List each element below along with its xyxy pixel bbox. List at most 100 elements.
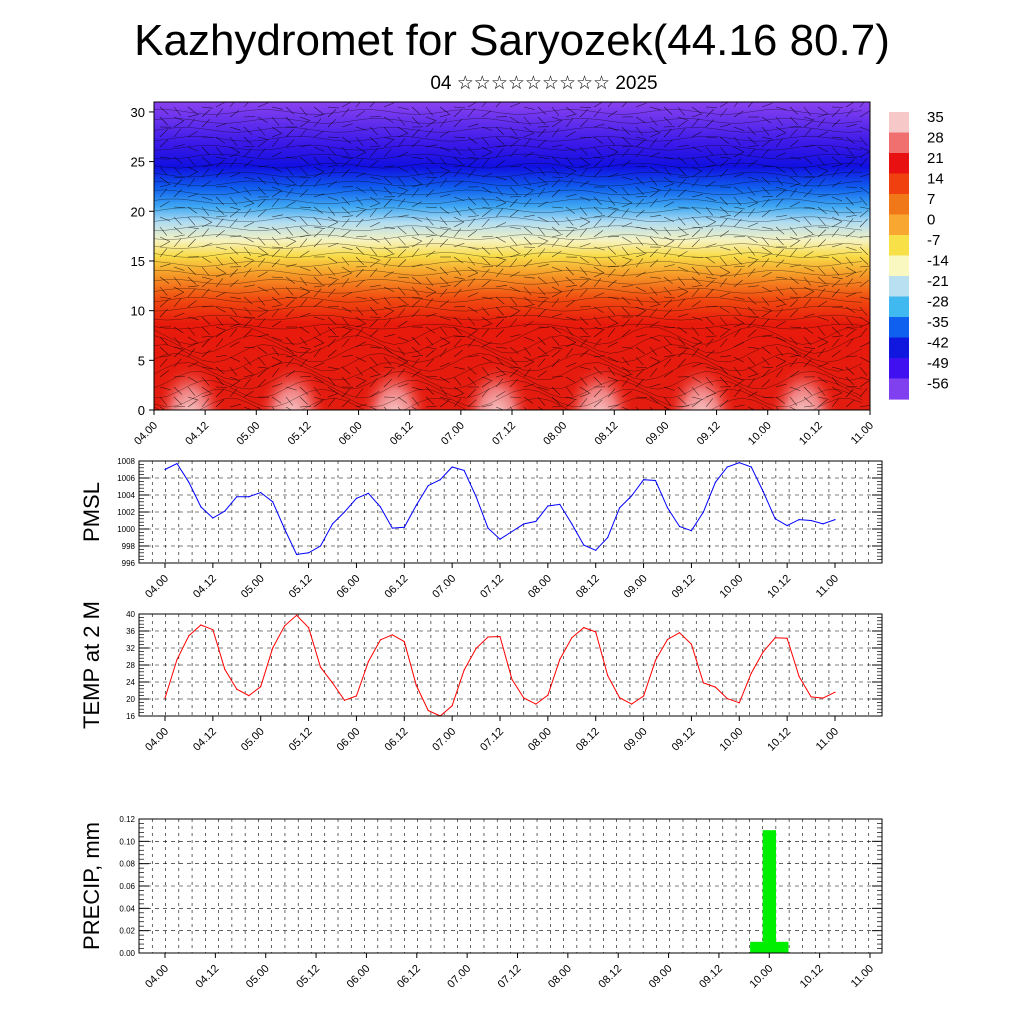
wind-barb bbox=[817, 336, 828, 343]
wind-barb bbox=[691, 284, 703, 288]
wind-barb bbox=[299, 286, 310, 293]
wind-barb bbox=[355, 206, 367, 210]
colorbar-swatch bbox=[889, 317, 909, 339]
wind-barb bbox=[593, 376, 602, 386]
temp-point bbox=[367, 661, 369, 663]
wind-barb bbox=[285, 358, 294, 368]
temp-point bbox=[702, 682, 705, 684]
wind-barb bbox=[215, 206, 225, 215]
wind-barb bbox=[831, 180, 842, 188]
wind-barb bbox=[397, 198, 406, 208]
wind-barb bbox=[369, 319, 378, 328]
wind-barb bbox=[859, 246, 868, 255]
wind-barb bbox=[509, 286, 521, 293]
wind-barb bbox=[313, 106, 323, 114]
wind-barb bbox=[719, 326, 731, 331]
wind-barb bbox=[467, 156, 479, 159]
wind-barb bbox=[173, 176, 186, 179]
wind-barb bbox=[733, 322, 745, 328]
wind-barb bbox=[621, 318, 630, 328]
contour-line bbox=[154, 397, 863, 410]
temp-point bbox=[463, 669, 465, 671]
wind-barb bbox=[845, 326, 857, 330]
wind-barb bbox=[551, 291, 562, 298]
wind-barb bbox=[789, 176, 800, 184]
wind-barb bbox=[621, 268, 630, 278]
x-tick-label: 05.00 bbox=[244, 963, 272, 991]
wind-barb bbox=[299, 120, 310, 128]
wind-barb bbox=[523, 198, 532, 208]
wind-barb bbox=[775, 198, 784, 208]
wind-barb bbox=[201, 326, 210, 335]
wind-barb bbox=[579, 326, 589, 335]
wind-barb bbox=[425, 405, 438, 408]
wind-barb bbox=[439, 171, 450, 178]
wind-barb bbox=[733, 316, 744, 324]
wind-barb bbox=[733, 218, 742, 228]
pmsl-point bbox=[188, 481, 190, 483]
wind-barb bbox=[747, 196, 758, 203]
wind-barb bbox=[313, 285, 325, 288]
pmsl-point bbox=[487, 527, 489, 529]
temp-point bbox=[487, 636, 489, 638]
wind-barb bbox=[229, 186, 240, 193]
wind-barb bbox=[327, 206, 336, 216]
wind-barb bbox=[691, 194, 703, 198]
wind-barb bbox=[761, 136, 773, 140]
wind-barb bbox=[285, 216, 297, 222]
wind-barb bbox=[327, 326, 337, 335]
colorbar-swatch bbox=[889, 296, 909, 318]
wind-barb bbox=[439, 300, 450, 308]
wind-barb bbox=[159, 236, 171, 242]
wind-barb bbox=[187, 229, 197, 238]
temp-point bbox=[319, 666, 322, 668]
wind-barb bbox=[327, 279, 337, 288]
wind-barb bbox=[677, 346, 689, 350]
wind-barb bbox=[775, 356, 787, 362]
wind-barb bbox=[537, 296, 549, 299]
wind-barb bbox=[201, 386, 212, 394]
y-tick-label: 15 bbox=[131, 254, 145, 269]
wind-barb bbox=[537, 264, 549, 268]
wind-barb bbox=[579, 243, 591, 248]
wind-barb bbox=[677, 298, 686, 308]
wind-barb bbox=[159, 139, 169, 148]
wind-barb bbox=[299, 176, 312, 179]
wind-barb bbox=[859, 296, 870, 300]
wind-barb bbox=[761, 306, 773, 311]
wind-barb bbox=[789, 264, 801, 268]
wind-barb bbox=[621, 236, 632, 243]
wind-barb bbox=[411, 370, 422, 378]
wind-barb bbox=[537, 216, 549, 222]
wind-barb bbox=[579, 306, 592, 308]
wind-barb bbox=[607, 316, 618, 324]
pmsl-point bbox=[810, 519, 812, 522]
x-tick-label: 08.00 bbox=[546, 963, 574, 991]
colorbar-swatch bbox=[889, 132, 909, 154]
wind-barb bbox=[761, 366, 774, 368]
wind-barb bbox=[523, 190, 534, 198]
wind-barb bbox=[705, 256, 716, 264]
wind-barb bbox=[453, 156, 463, 165]
wind-barb bbox=[663, 326, 676, 328]
wind-barb bbox=[593, 266, 604, 273]
wind-barb bbox=[817, 216, 826, 226]
wind-barb bbox=[803, 189, 813, 198]
wind-barb bbox=[719, 146, 728, 156]
wind-barb bbox=[789, 188, 798, 198]
wind-barb bbox=[817, 288, 826, 298]
wind-barb bbox=[425, 179, 435, 188]
temp-axis-title: TEMP at 2 M bbox=[79, 601, 104, 729]
wind-barb bbox=[747, 329, 757, 338]
wind-barb bbox=[173, 216, 182, 226]
wind-barb bbox=[439, 131, 450, 138]
precip-bar bbox=[775, 941, 789, 953]
wind-barb bbox=[187, 156, 196, 166]
wind-barb bbox=[789, 354, 801, 358]
wind-barb bbox=[551, 326, 562, 334]
wind-barb bbox=[285, 370, 296, 378]
wind-barb bbox=[719, 399, 729, 408]
colorbar-label: -14 bbox=[927, 253, 949, 270]
wind-barb bbox=[369, 126, 378, 135]
wind-barb bbox=[313, 362, 325, 368]
